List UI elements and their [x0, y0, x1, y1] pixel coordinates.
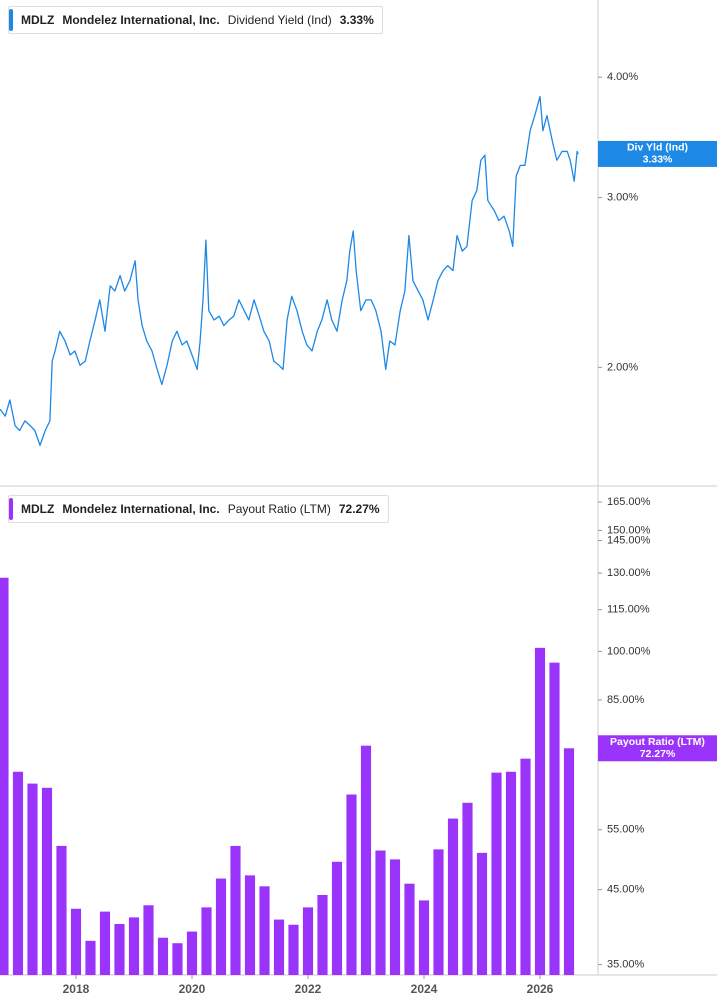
bar	[259, 886, 270, 975]
y-tick-label: 130.00%	[607, 567, 651, 579]
legend-series: Payout Ratio (LTM)	[227, 502, 331, 516]
y-tick-label: 2.00%	[607, 361, 638, 373]
bar	[433, 849, 444, 975]
bar	[70, 908, 82, 975]
bar	[404, 883, 415, 975]
bar	[41, 787, 53, 975]
line-series	[0, 95, 579, 446]
y-tick-label: 55.00%	[607, 824, 645, 836]
value-tag-label: 3.33%	[643, 154, 673, 166]
legend-value: 3.33%	[339, 13, 374, 27]
y-tick-label: 165.00%	[607, 496, 651, 508]
bar	[27, 783, 38, 975]
y-tick-label: 100.00%	[607, 645, 651, 657]
bar	[273, 919, 285, 975]
y-tick-label: 115.00%	[607, 604, 650, 616]
bar	[375, 850, 386, 975]
value-tag-name: Payout Ratio (LTM)	[610, 736, 705, 748]
bar	[563, 748, 575, 975]
bar	[317, 894, 328, 975]
bar	[389, 859, 401, 975]
bar	[56, 845, 67, 975]
bar	[230, 845, 241, 975]
bar	[534, 647, 546, 975]
value-tag-label: 72.27%	[640, 748, 676, 760]
plot-area	[0, 95, 579, 446]
bar	[186, 931, 198, 975]
y-tick-label: 45.00%	[607, 884, 645, 896]
legend-company: Mondelez International, Inc.	[62, 502, 220, 516]
bar	[99, 911, 111, 975]
bar	[447, 818, 459, 975]
legend-swatch	[9, 498, 13, 520]
bar	[520, 758, 531, 975]
bar	[418, 900, 430, 975]
y-tick-label: 3.00%	[607, 192, 638, 204]
bar	[462, 802, 473, 975]
y-tick-label: 150.00%	[607, 524, 651, 536]
value-tag	[598, 735, 717, 762]
x-tick-label: 2020	[179, 982, 206, 996]
value-tag	[598, 140, 717, 167]
bar	[302, 907, 314, 975]
bar	[172, 943, 183, 975]
bar	[85, 940, 96, 975]
y-tick-label: 145.00%	[607, 534, 651, 546]
y-tick-label: 4.00%	[607, 71, 638, 83]
bar	[505, 771, 517, 975]
legend: MDLZ Mondelez International, Inc. Divide…	[8, 6, 383, 34]
bar	[143, 905, 154, 975]
bar	[288, 924, 299, 975]
x-tick-label: 2024	[411, 982, 438, 996]
bar	[157, 937, 169, 975]
legend-company: Mondelez International, Inc.	[62, 13, 220, 27]
y-tick-label: 85.00%	[607, 694, 645, 706]
bar	[215, 878, 227, 975]
bar	[476, 852, 488, 975]
legend: MDLZ Mondelez International, Inc. Payout…	[8, 495, 389, 523]
x-tick-label: 2026	[527, 982, 554, 996]
x-tick-label: 2022	[295, 982, 322, 996]
bar	[346, 794, 357, 975]
y-tick-label: 35.00%	[607, 958, 645, 970]
bar	[114, 924, 125, 975]
bar	[244, 875, 256, 975]
x-tick-label: 2018	[63, 982, 90, 996]
bar	[12, 771, 24, 975]
plot-area	[0, 577, 575, 975]
bar	[201, 907, 212, 975]
bar	[491, 772, 502, 975]
legend-value: 72.27%	[338, 502, 380, 516]
legend-ticker: MDLZ	[21, 13, 55, 27]
legend-series: Dividend Yield (Ind)	[227, 13, 332, 27]
bar	[549, 662, 560, 975]
bar	[331, 861, 343, 975]
bar	[360, 745, 372, 975]
value-tag-name: Div Yld (Ind)	[627, 142, 688, 154]
bar	[128, 917, 140, 975]
legend-ticker: MDLZ	[21, 502, 55, 516]
legend-swatch	[9, 9, 13, 31]
bar	[0, 577, 9, 975]
